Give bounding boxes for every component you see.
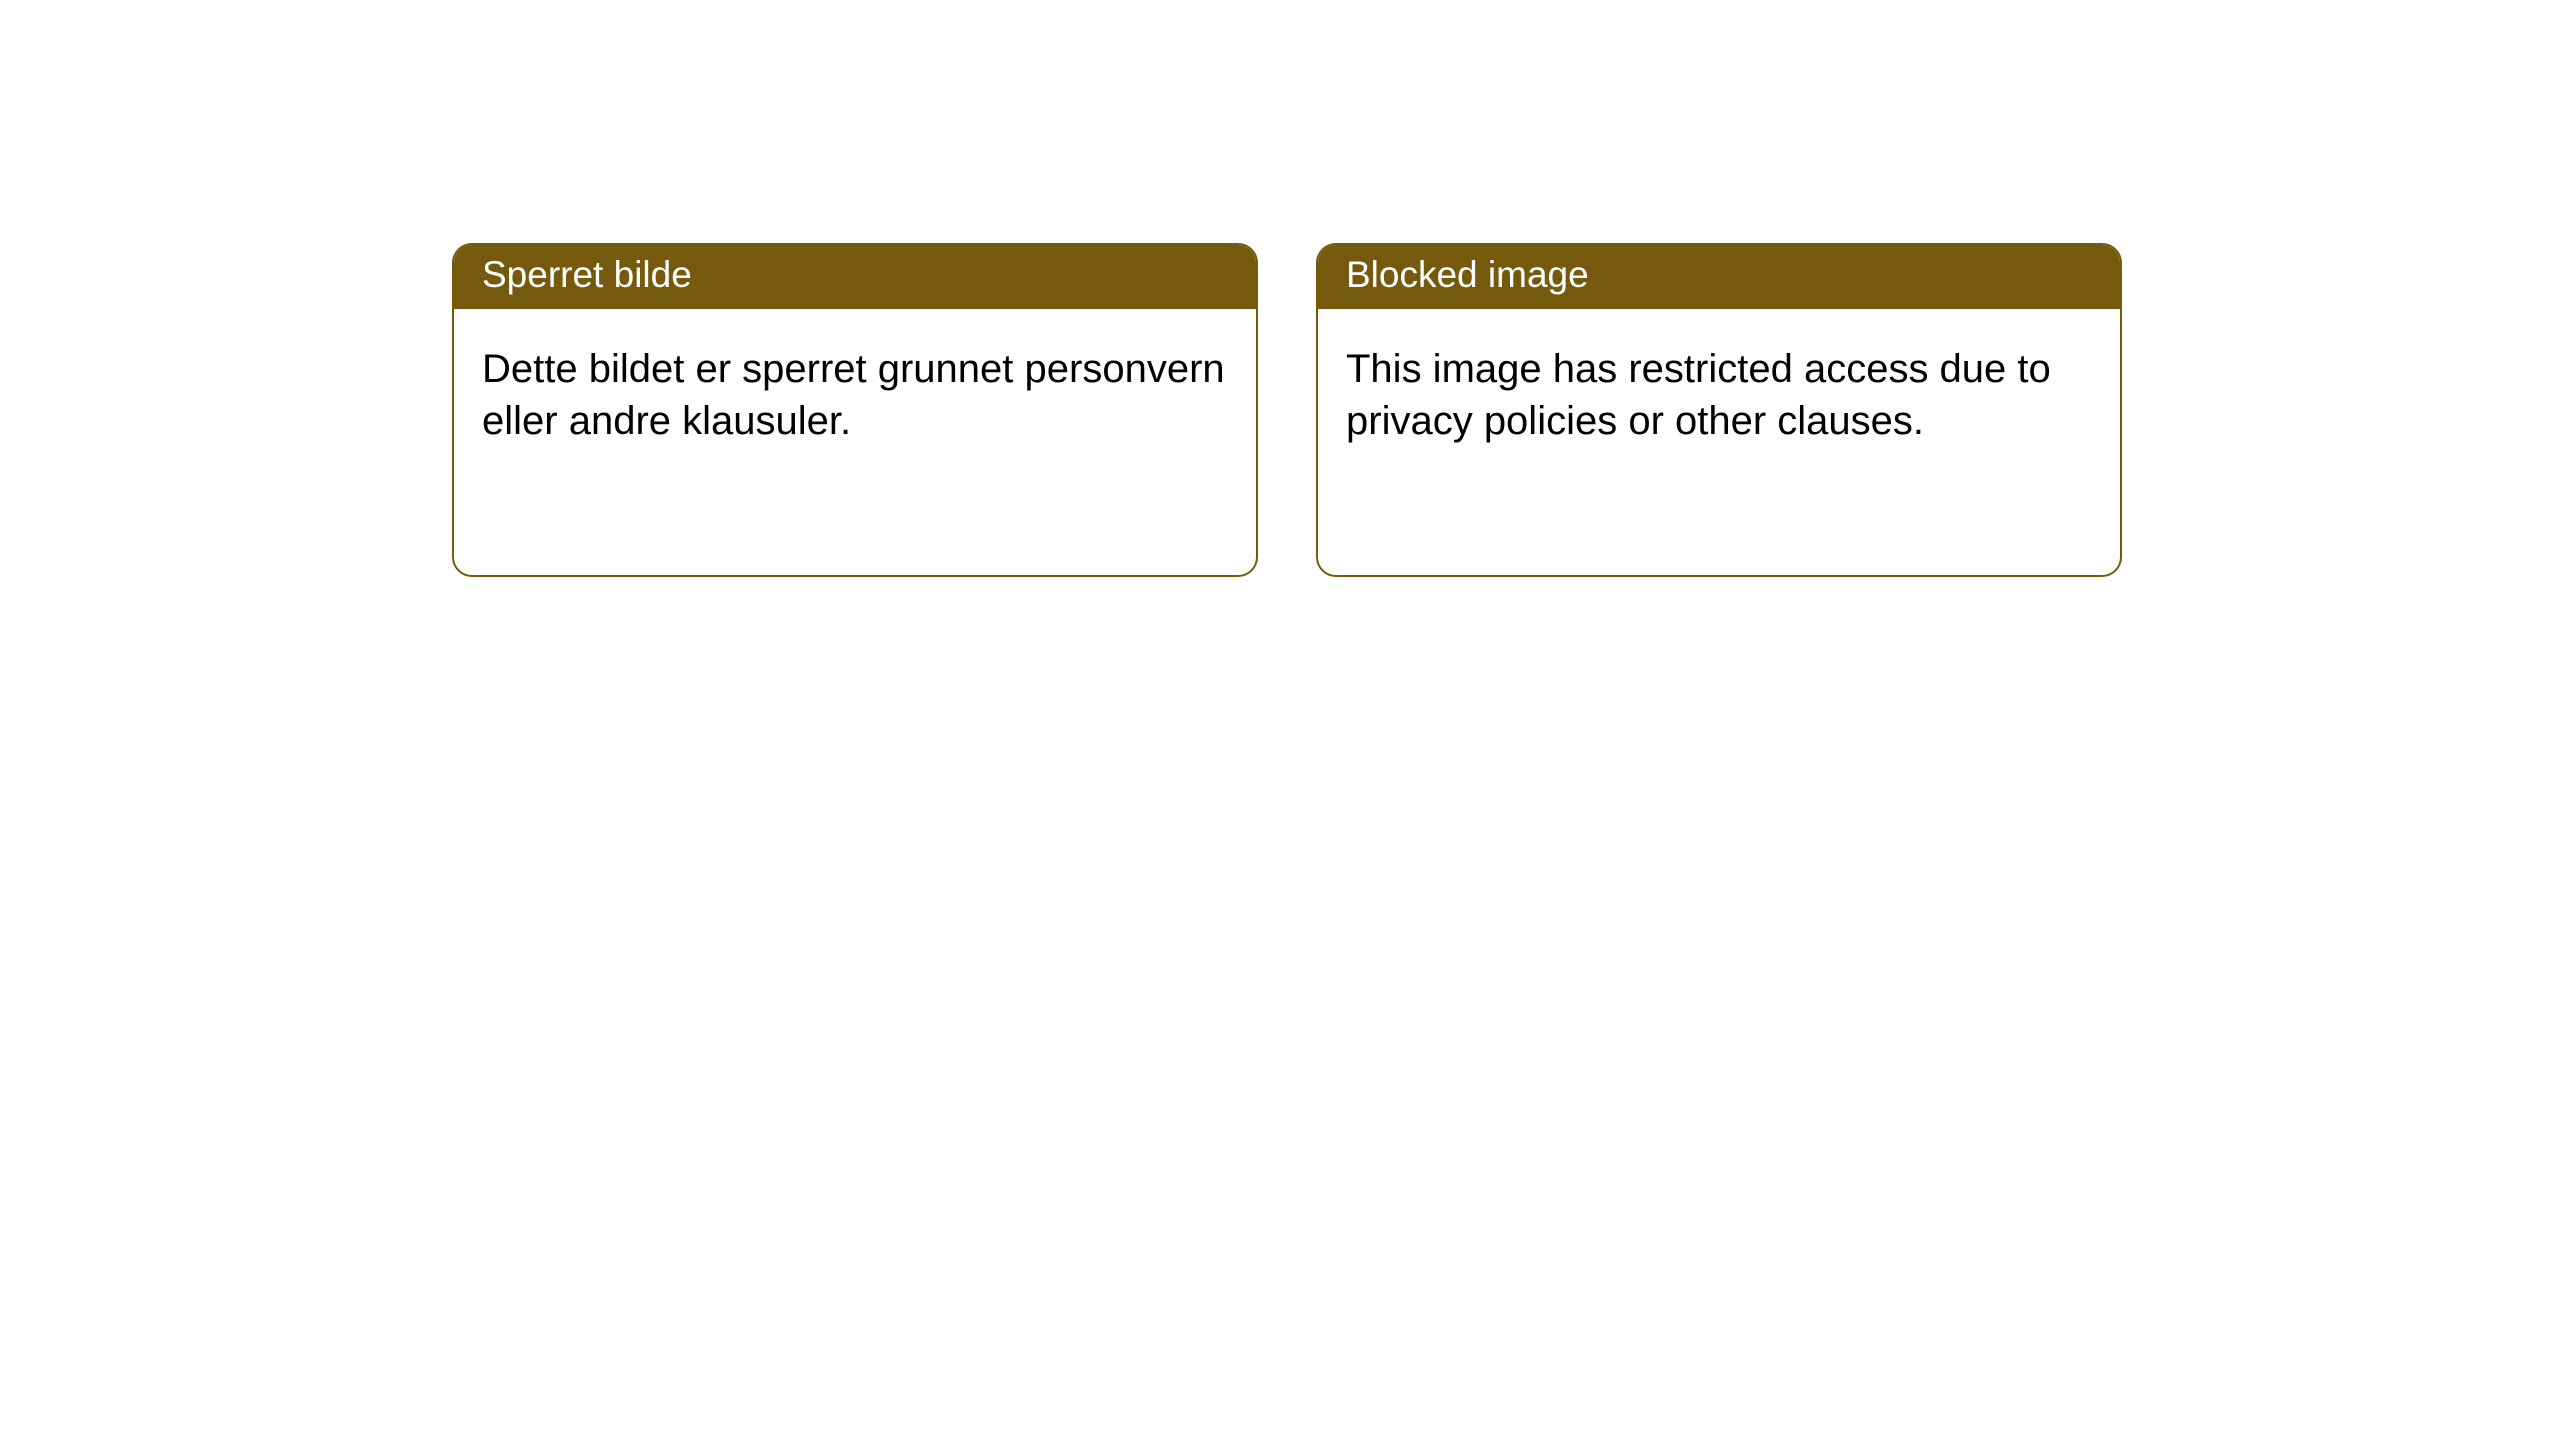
notice-body-text: Dette bildet er sperret grunnet personve… [482, 347, 1225, 443]
notice-body: This image has restricted access due to … [1318, 309, 2120, 481]
notice-body-text: This image has restricted access due to … [1346, 347, 2051, 443]
notice-body: Dette bildet er sperret grunnet personve… [454, 309, 1256, 481]
notice-card-norwegian: Sperret bilde Dette bildet er sperret gr… [452, 243, 1258, 577]
notice-title: Sperret bilde [482, 254, 692, 295]
notice-title: Blocked image [1346, 254, 1589, 295]
notice-container: Sperret bilde Dette bildet er sperret gr… [0, 0, 2560, 577]
notice-header: Sperret bilde [454, 245, 1256, 309]
notice-card-english: Blocked image This image has restricted … [1316, 243, 2122, 577]
notice-header: Blocked image [1318, 245, 2120, 309]
